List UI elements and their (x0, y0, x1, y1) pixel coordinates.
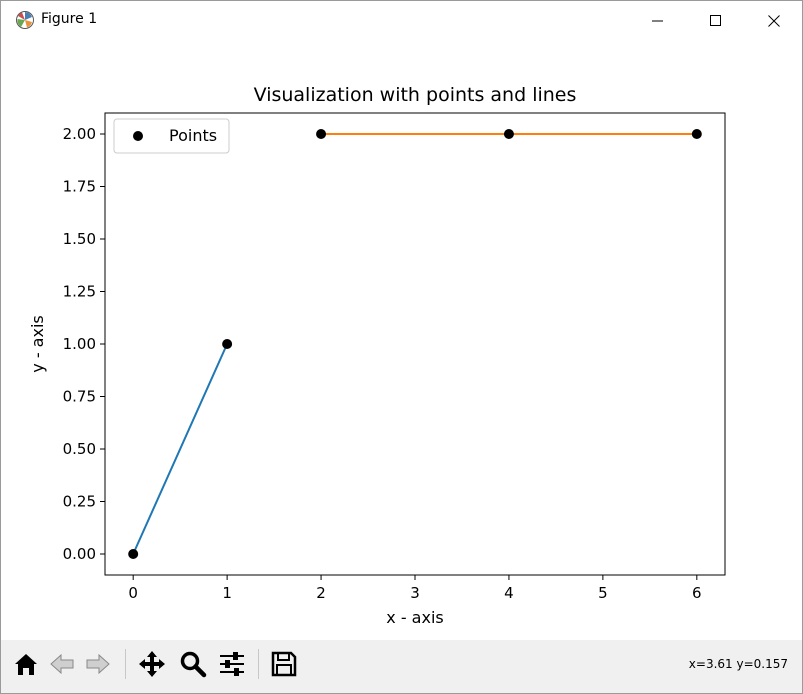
x-tick-label: 2 (316, 584, 326, 602)
cursor-coordinates: x=3.61 y=0.157 (688, 657, 788, 671)
configure-subplots-icon (220, 652, 244, 676)
scatter-point (316, 129, 327, 139)
x-tick-label: 1 (222, 584, 232, 602)
save-button[interactable] (267, 647, 301, 681)
y-tick-label: 1.75 (63, 178, 96, 196)
window-title: Figure 1 (41, 11, 98, 27)
legend-box (113, 118, 230, 154)
x-tick-label: 5 (598, 584, 608, 602)
legend-marker (133, 131, 143, 141)
close-icon (768, 14, 780, 27)
toolbar-separator (258, 649, 259, 679)
maximize-icon (710, 14, 721, 26)
toolbar-separator (125, 649, 126, 679)
scatter-point (503, 129, 514, 139)
configure-subplots-button[interactable] (215, 647, 249, 681)
zoom-icon (180, 651, 207, 678)
chart-svg[interactable]: Visualization with points and lines 0 1 2 3… (1, 40, 802, 640)
chart-title: Visualization with points and lines (254, 84, 577, 106)
x-tick-label: 6 (692, 584, 702, 602)
save-icon (271, 651, 297, 677)
home-icon (15, 654, 37, 675)
pan-button[interactable] (135, 647, 169, 681)
back-arrow-icon (50, 653, 74, 675)
scatter-point (691, 129, 702, 139)
y-tick-label: 0.00 (63, 545, 96, 563)
title-bar[interactable]: Figure 1 (1, 1, 802, 40)
y-tick-label: 0.50 (63, 440, 96, 458)
matplotlib-app-icon (15, 10, 35, 30)
y-tick-label: 1.25 (63, 283, 96, 301)
figure-canvas[interactable]: Visualization with points and lines 0 1 2 3… (1, 40, 802, 640)
y-tick-label: 0.75 (63, 388, 96, 406)
plot-area-frame (104, 112, 726, 576)
legend-label-points: Points (169, 126, 217, 145)
series-line (132, 343, 229, 555)
x-tick-label: 0 (128, 584, 138, 602)
forward-arrow-icon (86, 653, 110, 675)
maximize-button[interactable] (687, 1, 745, 40)
y-tick-label: 1.00 (63, 335, 96, 353)
home-button[interactable] (9, 647, 43, 681)
y-tick-label: 1.50 (63, 230, 96, 248)
back-button[interactable] (45, 647, 79, 681)
scatter-point (222, 339, 233, 349)
pan-icon (139, 651, 165, 677)
navigation-toolbar: x=3.61 y=0.157 (1, 640, 802, 693)
legend: Points (113, 118, 230, 154)
close-button[interactable] (745, 1, 803, 40)
y-tick-label: 2.00 (63, 125, 96, 143)
y-axis-label: y - axis (28, 315, 47, 372)
minimize-icon (652, 20, 663, 21)
forward-button[interactable] (81, 647, 115, 681)
scatter-point (128, 549, 139, 559)
x-tick-label: 4 (504, 584, 514, 602)
y-tick-label: 0.25 (63, 493, 96, 511)
x-axis-label: x - axis (386, 608, 443, 627)
x-tick-label: 3 (410, 584, 420, 602)
minimize-button[interactable] (629, 1, 687, 40)
zoom-button[interactable] (176, 647, 210, 681)
